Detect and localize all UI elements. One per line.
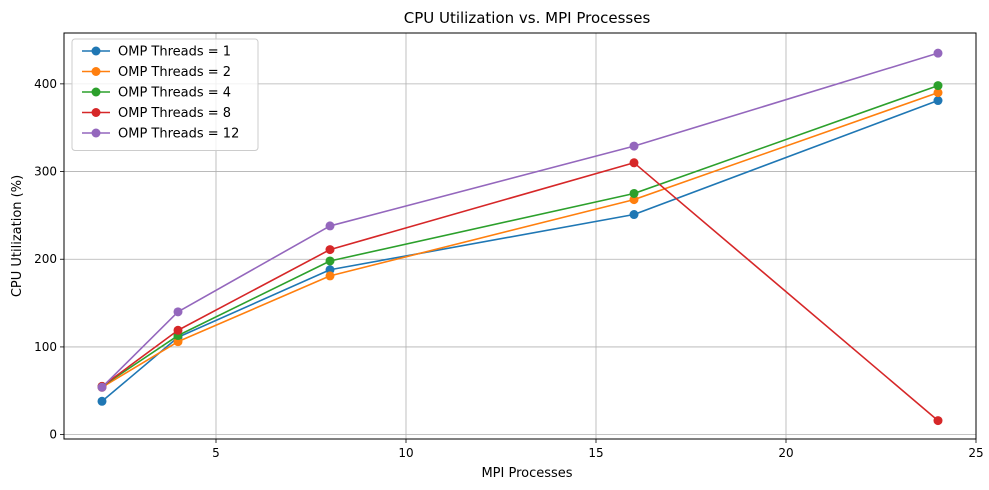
data-point xyxy=(933,416,943,426)
data-point xyxy=(933,88,943,98)
data-point xyxy=(325,271,335,281)
y-tick-label: 400 xyxy=(34,77,57,91)
data-point xyxy=(933,81,943,91)
data-point xyxy=(325,221,335,231)
legend-marker xyxy=(91,67,101,76)
y-tick-label: 300 xyxy=(34,165,57,179)
y-tick-label: 100 xyxy=(34,340,57,354)
data-point xyxy=(325,245,335,255)
legend-item: OMP Threads = 8 xyxy=(82,106,231,121)
data-point xyxy=(629,210,639,220)
legend-marker xyxy=(91,128,101,138)
data-point xyxy=(173,325,183,335)
x-tick-label: 10 xyxy=(398,446,413,460)
axis-ticks: 5 10 15 20 25 0 100 200 300 400 xyxy=(34,77,984,460)
y-tick-label: 0 xyxy=(49,428,57,442)
x-tick-label: 20 xyxy=(778,446,793,460)
legend-marker xyxy=(91,46,101,56)
legend-item: OMP Threads = 2 xyxy=(82,65,231,80)
legend-label: OMP Threads = 8 xyxy=(118,106,231,121)
x-tick-label: 25 xyxy=(968,446,983,460)
legend-marker xyxy=(91,108,101,117)
legend-item: OMP Threads = 12 xyxy=(82,127,239,142)
y-axis-title: CPU Utilization (%) xyxy=(10,175,25,297)
x-tick-label: 15 xyxy=(588,446,603,460)
data-point xyxy=(97,382,107,392)
y-tick-label: 200 xyxy=(34,252,57,266)
legend-label: OMP Threads = 2 xyxy=(118,65,231,80)
x-axis-title: MPI Processes xyxy=(481,466,572,481)
data-point xyxy=(629,141,639,151)
x-tick-label: 5 xyxy=(212,446,220,460)
legend: OMP Threads = 1 OMP Threads = 2 OMP Thread… xyxy=(71,38,259,151)
legend-label: OMP Threads = 1 xyxy=(118,45,231,60)
grid xyxy=(64,33,977,439)
legend-marker xyxy=(91,87,101,97)
data-point xyxy=(629,188,639,198)
legend-label: OMP Threads = 4 xyxy=(118,86,231,101)
legend-item: OMP Threads = 1 xyxy=(82,45,231,60)
chart-title: CPU Utilization vs. MPI Processes xyxy=(404,9,651,27)
data-point xyxy=(325,256,335,266)
data-point xyxy=(629,158,639,168)
legend-item: OMP Threads = 4 xyxy=(82,86,231,101)
data-point xyxy=(173,307,183,317)
series-4 xyxy=(97,158,943,426)
plot-frame xyxy=(63,32,977,440)
data-point xyxy=(933,48,943,58)
legend-label: OMP Threads = 12 xyxy=(118,127,239,142)
data-point xyxy=(97,396,107,406)
series-5 xyxy=(97,48,943,392)
series-group xyxy=(97,48,943,426)
data-point xyxy=(933,96,943,106)
legend-box xyxy=(71,38,259,151)
